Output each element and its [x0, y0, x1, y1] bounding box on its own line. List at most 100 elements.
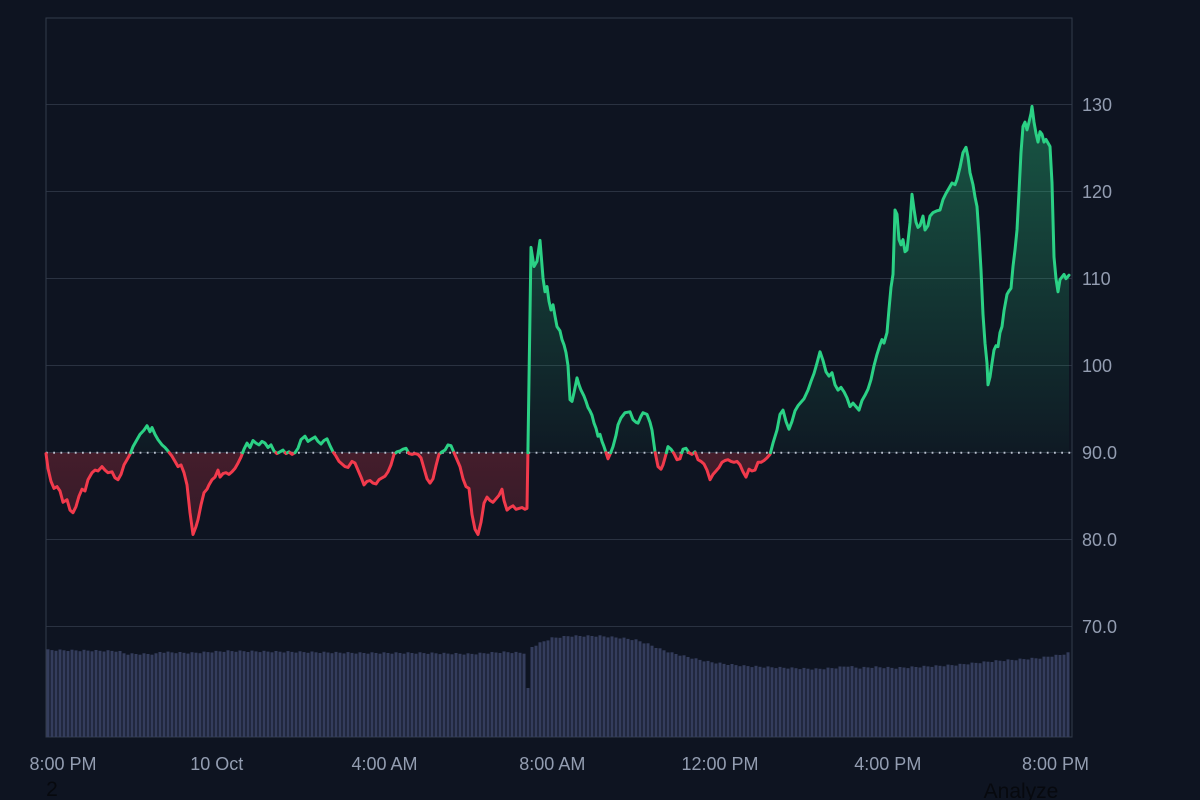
- volume-bar: [562, 636, 566, 737]
- volume-bar: [958, 663, 962, 737]
- volume-bar: [122, 653, 126, 738]
- price-line-up-segment: [277, 448, 287, 455]
- volume-bar: [998, 660, 1002, 737]
- volume-bar: [510, 653, 514, 737]
- volume-bar: [830, 668, 834, 737]
- volume-bar: [442, 652, 446, 737]
- volume-bar: [390, 653, 394, 737]
- volume-bar: [486, 653, 490, 737]
- volume-bars[interactable]: [46, 635, 1070, 738]
- price-line-down-segment: [407, 451, 443, 485]
- volume-bar: [554, 637, 558, 737]
- x-axis-label-5: 4:00 PM: [854, 754, 922, 774]
- volume-bar: [654, 648, 658, 737]
- volume-bar: [262, 650, 266, 737]
- volume-bar: [670, 652, 674, 737]
- volume-bar: [438, 654, 442, 737]
- volume-bar: [594, 636, 598, 737]
- area-above-baseline: [610, 411, 656, 453]
- volume-bar: [138, 654, 142, 737]
- volume-bar: [210, 652, 214, 737]
- volume-bar: [226, 650, 230, 737]
- volume-bar: [354, 653, 358, 737]
- area-above-baseline: [130, 425, 170, 453]
- volume-bar: [606, 637, 610, 737]
- volume-bar: [494, 652, 498, 737]
- volume-bar: [910, 666, 914, 737]
- volume-bar: [306, 652, 310, 737]
- volume-bar: [54, 650, 58, 737]
- volume-bar: [538, 642, 542, 737]
- volume-bar: [906, 668, 910, 737]
- volume-bar: [794, 668, 798, 737]
- volume-bar: [126, 654, 130, 737]
- volume-bar: [270, 652, 274, 737]
- volume-bar: [838, 666, 842, 737]
- volume-bar: [462, 654, 466, 737]
- volume-bar: [1046, 656, 1050, 737]
- volume-bar: [938, 665, 942, 738]
- volume-bar: [850, 666, 854, 737]
- volume-bar: [758, 666, 762, 738]
- volume-bar: [742, 665, 746, 737]
- y-axis-label-100: 100: [1082, 356, 1113, 376]
- volume-bar: [698, 659, 702, 737]
- volume-bar: [666, 652, 670, 737]
- volume-bar: [346, 652, 350, 737]
- volume-bar: [478, 652, 482, 737]
- volume-bar: [826, 667, 830, 737]
- volume-bar: [1014, 660, 1018, 737]
- volume-bar: [162, 652, 166, 737]
- analyze-button[interactable]: Analyze: [983, 780, 1059, 800]
- volume-bar: [74, 650, 78, 737]
- price-line-up-segment: [129, 424, 171, 455]
- volume-bar: [902, 667, 906, 737]
- volume-bar: [918, 667, 922, 737]
- volume-bar: [402, 653, 406, 737]
- volume-bar: [498, 653, 502, 737]
- volume-bar: [158, 652, 162, 737]
- volume-bar: [418, 652, 422, 737]
- volume-bar: [954, 665, 958, 737]
- volume-bar: [1038, 658, 1042, 737]
- volume-bar: [426, 653, 430, 737]
- volume-bar: [726, 665, 730, 737]
- volume-bar: [374, 653, 378, 737]
- volume-bar: [578, 636, 582, 737]
- price-line-up-segment: [609, 410, 657, 455]
- volume-bar: [230, 651, 234, 737]
- volume-bar: [186, 653, 190, 737]
- volume-bar: [394, 652, 398, 737]
- x-axis-label-0: 8:00 PM: [29, 754, 97, 774]
- volume-bar: [646, 643, 650, 737]
- volume-bar: [1034, 658, 1038, 737]
- volume-bar: [282, 652, 286, 737]
- volume-bar: [98, 650, 102, 738]
- volume-bar: [834, 668, 838, 737]
- price-line-down-segment: [167, 451, 245, 536]
- x-axis-label-6: 8:00 PM: [1021, 754, 1090, 774]
- volume-bar: [806, 668, 810, 737]
- volume-bar: [1010, 659, 1014, 737]
- volume-bar: [114, 651, 118, 737]
- volume-bar: [134, 654, 138, 737]
- volume-bar: [994, 660, 998, 737]
- volume-bar: [770, 667, 774, 737]
- volume-bar: [1030, 657, 1034, 737]
- volume-bar: [542, 641, 546, 737]
- volume-bar: [322, 651, 326, 737]
- volume-bar: [102, 651, 106, 737]
- volume-bar: [470, 653, 474, 737]
- price-line-up-segment: [439, 443, 456, 455]
- volume-bar: [582, 636, 586, 737]
- price-area-fills: [46, 106, 1069, 535]
- volume-bar: [1022, 659, 1026, 737]
- volume-bar: [782, 667, 786, 737]
- y-axis-label-90.0: 90.0: [1082, 443, 1118, 463]
- volume-bar: [370, 652, 374, 737]
- volume-bar: [846, 666, 850, 737]
- volume-bar: [1066, 652, 1070, 737]
- volume-bar: [1002, 661, 1006, 737]
- volume-bar: [534, 645, 538, 737]
